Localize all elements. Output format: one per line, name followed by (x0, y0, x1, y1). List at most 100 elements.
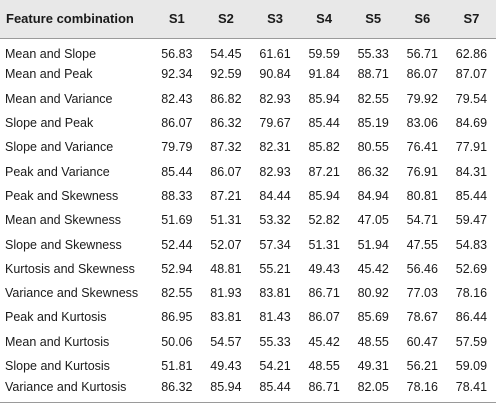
cell-s1: 51.69 (161, 213, 193, 228)
cell-s6: 78.16 (397, 378, 447, 403)
row-label: Kurtosis and Skewness (5, 261, 135, 276)
cell-s5: 84.94 (357, 188, 389, 203)
table-row: Mean and Kurtosis 50.06 54.57 55.33 45.42 48.… (0, 330, 496, 354)
cell-s3: 57.34 (259, 237, 291, 252)
cell-s2: 86.32 (210, 116, 242, 131)
cell-s1: 51.81 (161, 359, 193, 373)
row-label: Slope and Variance (5, 140, 114, 155)
row-label: Mean and Peak (5, 67, 93, 82)
cell-s4: 51.31 (308, 237, 340, 252)
cell-s2: 92.59 (210, 67, 242, 82)
cell-s6: 86.07 (406, 67, 438, 82)
cell-s5: 86.32 (357, 164, 389, 179)
cell-s4: 86.07 (308, 310, 340, 325)
column-header-s5: S5 (348, 0, 398, 39)
cell-s6: 76.41 (406, 140, 438, 155)
cell-s7: 77.91 (455, 140, 488, 155)
cell-s6: 56.71 (406, 46, 438, 61)
column-header-s4: S4 (299, 0, 349, 39)
table-row: Peak and Variance 85.44 86.07 82.93 87.21 86.… (0, 159, 496, 183)
cell-s1: 52.44 (161, 237, 193, 252)
table-row: Mean and Peak 92.34 92.59 90.84 91.84 88.71 86… (0, 62, 496, 86)
cell-s5: 88.71 (357, 67, 389, 82)
cell-s1: 86.07 (161, 116, 193, 131)
cell-s6: 83.06 (406, 116, 438, 131)
table-row: Mean and Variance 82.43 86.82 82.93 85.94 82.… (0, 87, 496, 111)
table-row: Slope and Variance 79.79 87.32 82.31 85.82 80… (0, 135, 496, 159)
column-header-s1: S1 (152, 0, 202, 39)
cell-s4: 86.71 (308, 286, 340, 301)
cell-s4: 87.21 (308, 164, 340, 179)
cell-s4: 86.71 (299, 378, 349, 403)
row-label: Slope and Peak (5, 116, 94, 131)
table-row: Mean and Slope 56.83 54.45 61.61 59.59 55.33 5… (0, 38, 496, 62)
cell-s2: 52.07 (210, 237, 242, 252)
column-header-s7: S7 (446, 0, 496, 39)
row-label: Peak and Variance (5, 164, 110, 179)
cell-s1: 82.43 (161, 91, 193, 106)
cell-s3: 61.61 (259, 46, 291, 61)
cell-s5: 85.19 (357, 116, 389, 131)
cell-s5: 80.92 (357, 286, 389, 301)
cell-s3: 90.84 (259, 67, 291, 82)
cell-s6: 77.03 (406, 286, 438, 301)
cell-s7: 86.44 (455, 310, 488, 325)
cell-s2: 87.32 (210, 140, 242, 155)
cell-s4: 45.42 (308, 334, 340, 349)
row-label: Mean and Kurtosis (5, 334, 110, 349)
row-label: Mean and Variance (5, 91, 113, 106)
cell-s2: 54.57 (210, 334, 242, 349)
cell-s4: 85.94 (308, 91, 340, 106)
cell-s7: 87.07 (455, 67, 488, 82)
row-label: Mean and Skewness (5, 213, 122, 228)
cell-s6: 47.55 (406, 237, 438, 252)
cell-s7: 59.09 (455, 359, 488, 373)
cell-s3: 79.67 (259, 116, 291, 131)
cell-s3: 85.44 (250, 378, 300, 403)
cell-s5: 80.55 (357, 140, 389, 155)
cell-s2: 86.82 (210, 91, 242, 106)
cell-s5: 49.31 (357, 359, 389, 373)
cell-s6: 56.21 (406, 359, 438, 373)
cell-s7: 59.47 (455, 213, 488, 228)
cell-s5: 82.05 (348, 378, 398, 403)
row-label: Slope and Kurtosis (5, 359, 110, 373)
table-row: Kurtosis and Skewness 52.94 48.81 55.21 49.4… (0, 257, 496, 281)
cell-s1: 79.79 (161, 140, 193, 155)
cell-s5: 47.05 (357, 213, 389, 228)
cell-s5: 85.69 (357, 310, 389, 325)
cell-s7: 62.86 (455, 46, 488, 61)
cell-s2: 85.94 (201, 378, 251, 403)
cell-s6: 78.67 (406, 310, 438, 325)
table-row: Peak and Kurtosis 86.95 83.81 81.43 86.07 85.… (0, 305, 496, 329)
cell-s6: 56.46 (406, 261, 438, 276)
table-row: Peak and Skewness 88.33 87.21 84.44 85.94 84.… (0, 184, 496, 208)
cell-s6: 79.92 (406, 91, 438, 106)
cell-s1: 85.44 (161, 164, 193, 179)
cell-s1: 86.95 (161, 310, 193, 325)
cell-s7: 84.31 (455, 164, 488, 179)
cell-s4: 52.82 (308, 213, 340, 228)
row-label: Variance and Kurtosis (0, 378, 153, 403)
table-row: Mean and Skewness 51.69 51.31 53.32 52.82 47.… (0, 208, 496, 232)
cell-s5: 55.33 (357, 46, 389, 61)
cell-s4: 49.43 (308, 261, 340, 276)
row-label: Mean and Slope (5, 46, 97, 61)
table-row: Variance and Kurtosis 86.32 85.94 85.44 86.7… (0, 378, 496, 403)
column-header-feature-combination: Feature combination (0, 0, 153, 39)
cell-s7: 54.83 (455, 237, 488, 252)
cell-s4: 85.44 (308, 116, 340, 131)
cell-s2: 51.31 (210, 213, 242, 228)
row-label: Peak and Skewness (5, 188, 119, 203)
cell-s5: 51.94 (357, 237, 389, 252)
cell-s4: 59.59 (308, 46, 340, 61)
cell-s6: 76.91 (406, 164, 438, 179)
cell-s3: 81.43 (259, 310, 291, 325)
cell-s2: 48.81 (210, 261, 242, 276)
cell-s3: 53.32 (259, 213, 291, 228)
cell-s5: 48.55 (357, 334, 389, 349)
cell-s5: 45.42 (357, 261, 389, 276)
column-header-s6: S6 (397, 0, 447, 39)
cell-s3: 82.93 (259, 91, 291, 106)
